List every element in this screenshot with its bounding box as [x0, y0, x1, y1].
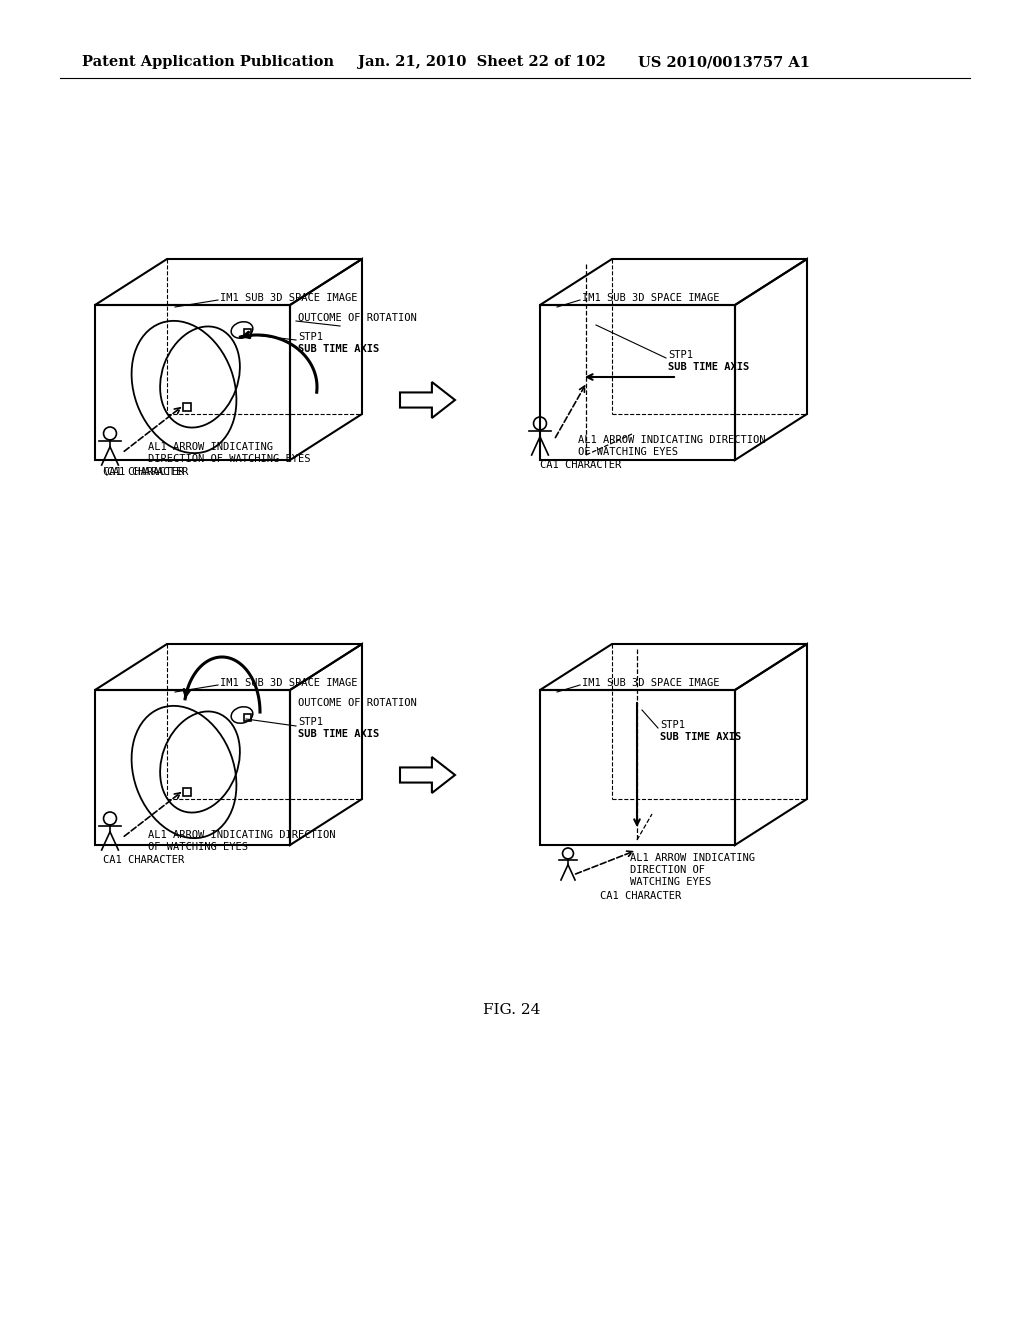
- Text: DIRECTION OF WATCHING EYES: DIRECTION OF WATCHING EYES: [148, 454, 310, 465]
- Text: OUTCOME OF ROTATION: OUTCOME OF ROTATION: [298, 313, 417, 323]
- Text: AL1 ARROW INDICATING DIRECTION: AL1 ARROW INDICATING DIRECTION: [148, 830, 336, 840]
- Text: STP1: STP1: [298, 717, 323, 727]
- Polygon shape: [400, 381, 455, 418]
- Text: IM1 SUB 3D SPACE IMAGE: IM1 SUB 3D SPACE IMAGE: [220, 293, 357, 304]
- Text: Jan. 21, 2010  Sheet 22 of 102: Jan. 21, 2010 Sheet 22 of 102: [358, 55, 606, 69]
- Text: CA1 CHARACTER: CA1 CHARACTER: [540, 459, 622, 470]
- Text: FIG. 24: FIG. 24: [483, 1003, 541, 1016]
- Text: OUTCOME OF ROTATION: OUTCOME OF ROTATION: [298, 698, 417, 708]
- Text: Patent Application Publication: Patent Application Publication: [82, 55, 334, 69]
- Text: WATCHING EYES: WATCHING EYES: [630, 876, 712, 887]
- Text: DIRECTION OF: DIRECTION OF: [630, 865, 705, 875]
- Text: AL1 ARROW INDICATING: AL1 ARROW INDICATING: [630, 853, 755, 863]
- Text: AL1 ARROW INDICATING: AL1 ARROW INDICATING: [148, 442, 273, 451]
- Text: OF WATCHING EYES: OF WATCHING EYES: [148, 842, 248, 851]
- Text: SUB TIME AXIS: SUB TIME AXIS: [668, 362, 750, 372]
- Text: STP1: STP1: [298, 333, 323, 342]
- Text: US 2010/0013757 A1: US 2010/0013757 A1: [638, 55, 810, 69]
- Text: OF WATCHING EYES: OF WATCHING EYES: [578, 447, 678, 457]
- Text: STP1: STP1: [660, 719, 685, 730]
- Text: CA1 CHARACTER: CA1 CHARACTER: [103, 855, 184, 865]
- Text: $\backslash$CA1 CHARACTER: $\backslash$CA1 CHARACTER: [103, 466, 189, 479]
- Text: SUB TIME AXIS: SUB TIME AXIS: [298, 729, 379, 739]
- Text: STP1: STP1: [668, 350, 693, 360]
- Text: AL1 ARROW INDICATING DIRECTION: AL1 ARROW INDICATING DIRECTION: [578, 436, 766, 445]
- Text: SUB TIME AXIS: SUB TIME AXIS: [298, 345, 379, 354]
- Text: CA1 CHARACTER: CA1 CHARACTER: [103, 467, 184, 477]
- Polygon shape: [400, 756, 455, 793]
- Text: IM1 SUB 3D SPACE IMAGE: IM1 SUB 3D SPACE IMAGE: [582, 293, 720, 304]
- Text: SUB TIME AXIS: SUB TIME AXIS: [660, 733, 741, 742]
- Text: CA1 CHARACTER: CA1 CHARACTER: [600, 891, 681, 902]
- Text: IM1 SUB 3D SPACE IMAGE: IM1 SUB 3D SPACE IMAGE: [220, 678, 357, 688]
- Text: IM1 SUB 3D SPACE IMAGE: IM1 SUB 3D SPACE IMAGE: [582, 678, 720, 688]
